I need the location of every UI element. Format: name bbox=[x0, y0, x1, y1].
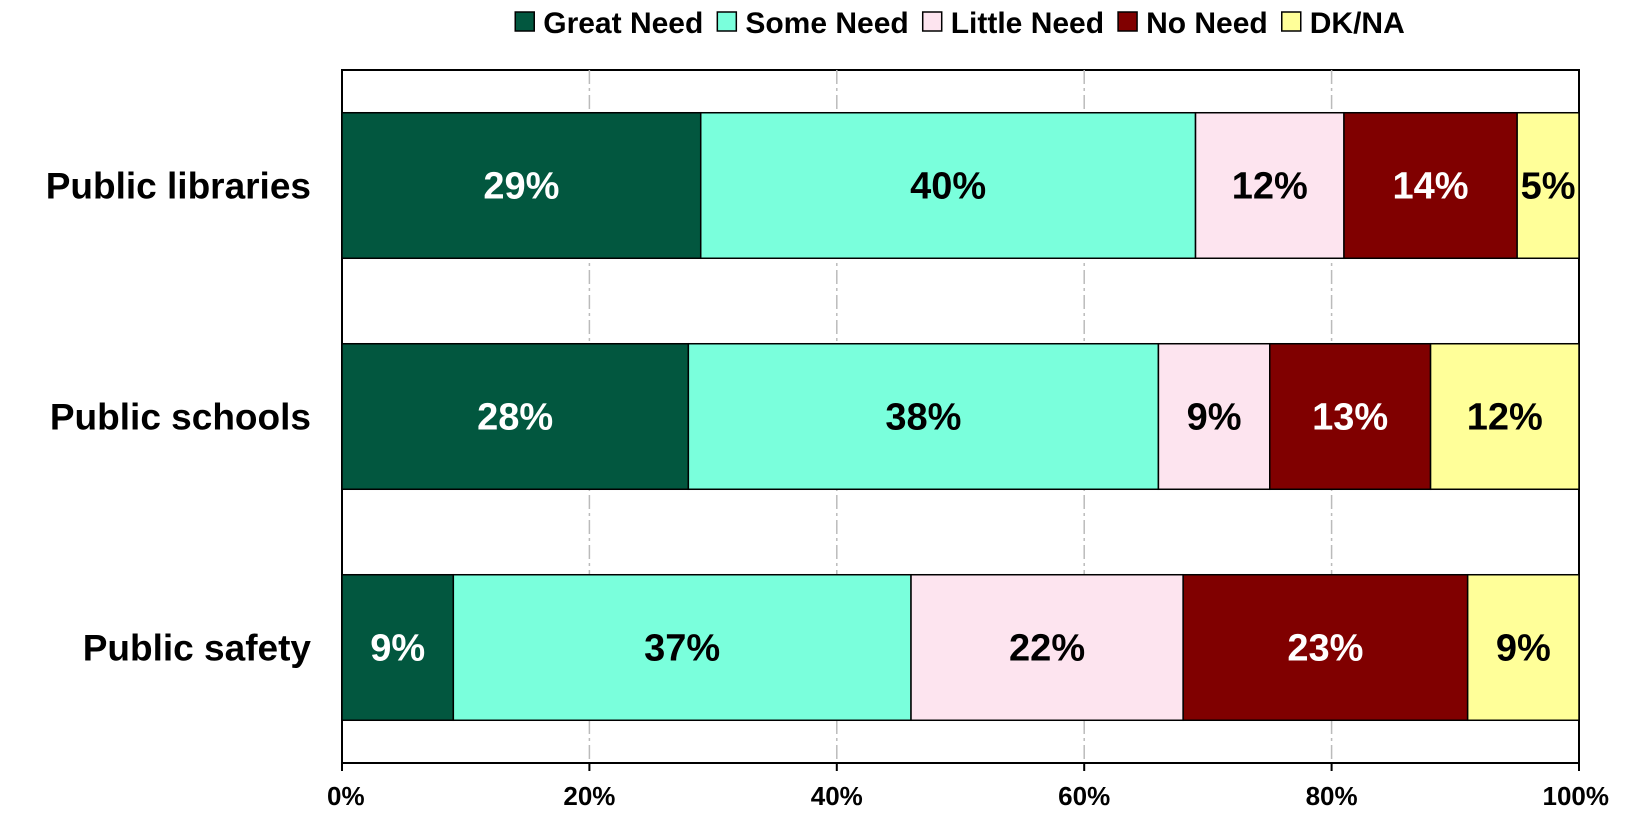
bar-segment-great-need bbox=[341, 111, 702, 260]
bars: 29% 40% 12% 14% 5%28% 38% 9% 13% 12%9% 37% 22% 23% 9… bbox=[341, 111, 1580, 722]
bar-segment-some-need bbox=[699, 111, 1197, 260]
legend: Great Need Some Need Little Need No Need DK/… bbox=[514, 7, 1405, 40]
x-axis: 0% 20% 40% 60% 80% 100% bbox=[327, 763, 1609, 811]
bar-group-public-libraries: 29% 40% 12% 14% 5% bbox=[341, 111, 1580, 260]
x-tick-label: 80% bbox=[1306, 781, 1358, 811]
data-label: 29% bbox=[483, 166, 559, 208]
data-label: 13% bbox=[1312, 397, 1388, 439]
legend-swatch bbox=[921, 11, 943, 32]
data-label: 9% bbox=[1496, 628, 1551, 670]
legend-swatch bbox=[716, 11, 738, 32]
x-tick-label: 40% bbox=[811, 781, 863, 811]
bar-segment-little-need bbox=[1194, 111, 1345, 260]
bar-segment-some-need bbox=[687, 342, 1160, 491]
data-label: 14% bbox=[1393, 166, 1469, 208]
legend-label: Great Need bbox=[543, 7, 703, 40]
bar-group-public-safety: 9% 37% 22% 23% 9% bbox=[341, 573, 1580, 722]
category-label: Public safety bbox=[83, 628, 312, 669]
bar-segment-little-need bbox=[1157, 342, 1271, 491]
legend-label: DK/NA bbox=[1310, 7, 1405, 40]
x-tick-label: 60% bbox=[1058, 781, 1110, 811]
legend-label: No Need bbox=[1146, 7, 1268, 40]
data-label: 37% bbox=[644, 628, 720, 670]
legend-label: Little Need bbox=[951, 7, 1104, 40]
data-label: 5% bbox=[1521, 166, 1576, 208]
data-label: 9% bbox=[1187, 397, 1242, 439]
legend-item-no-need: No Need bbox=[1117, 7, 1268, 40]
bar-segment-no-need bbox=[1269, 342, 1432, 491]
bar-segment-little-need bbox=[910, 573, 1184, 722]
legend-label: Some Need bbox=[745, 7, 908, 40]
bar-segment-dk-na bbox=[1516, 111, 1580, 260]
category-label: Public schools bbox=[50, 397, 311, 438]
data-label: 28% bbox=[477, 397, 553, 439]
x-tick-label: 0% bbox=[327, 781, 365, 811]
bar-segment-dk-na bbox=[1466, 573, 1580, 722]
legend-swatch bbox=[1281, 11, 1302, 32]
legend-item-great-need: Great Need bbox=[514, 7, 703, 40]
bar-segment-dk-na bbox=[1429, 342, 1580, 491]
bar-segment-no-need bbox=[1343, 111, 1518, 260]
data-label: 38% bbox=[885, 397, 961, 439]
category-axis-labels: Public libraries Public schools Public saf… bbox=[46, 166, 312, 669]
data-label: 40% bbox=[910, 166, 986, 208]
category-label: Public libraries bbox=[46, 166, 311, 207]
bar-segment-great-need bbox=[341, 342, 690, 491]
bar-segment-some-need bbox=[452, 573, 912, 722]
bar-segment-great-need bbox=[341, 573, 455, 722]
legend-item-little-need: Little Need bbox=[921, 7, 1104, 40]
legend-item-dk-na: DK/NA bbox=[1281, 7, 1405, 40]
x-tick-label: 20% bbox=[563, 781, 615, 811]
bar-segment-no-need bbox=[1182, 573, 1469, 722]
legend-swatch bbox=[1117, 11, 1138, 32]
data-label: 23% bbox=[1287, 628, 1363, 670]
data-label: 12% bbox=[1232, 166, 1308, 208]
x-tick-label: 100% bbox=[1543, 781, 1610, 811]
legend-swatch bbox=[514, 11, 535, 32]
bar-group-public-schools: 28% 38% 9% 13% 12% bbox=[341, 342, 1580, 491]
data-label: 22% bbox=[1009, 628, 1085, 670]
data-label: 9% bbox=[370, 628, 425, 670]
legend-item-some-need: Some Need bbox=[716, 7, 909, 40]
data-label: 12% bbox=[1467, 397, 1543, 439]
